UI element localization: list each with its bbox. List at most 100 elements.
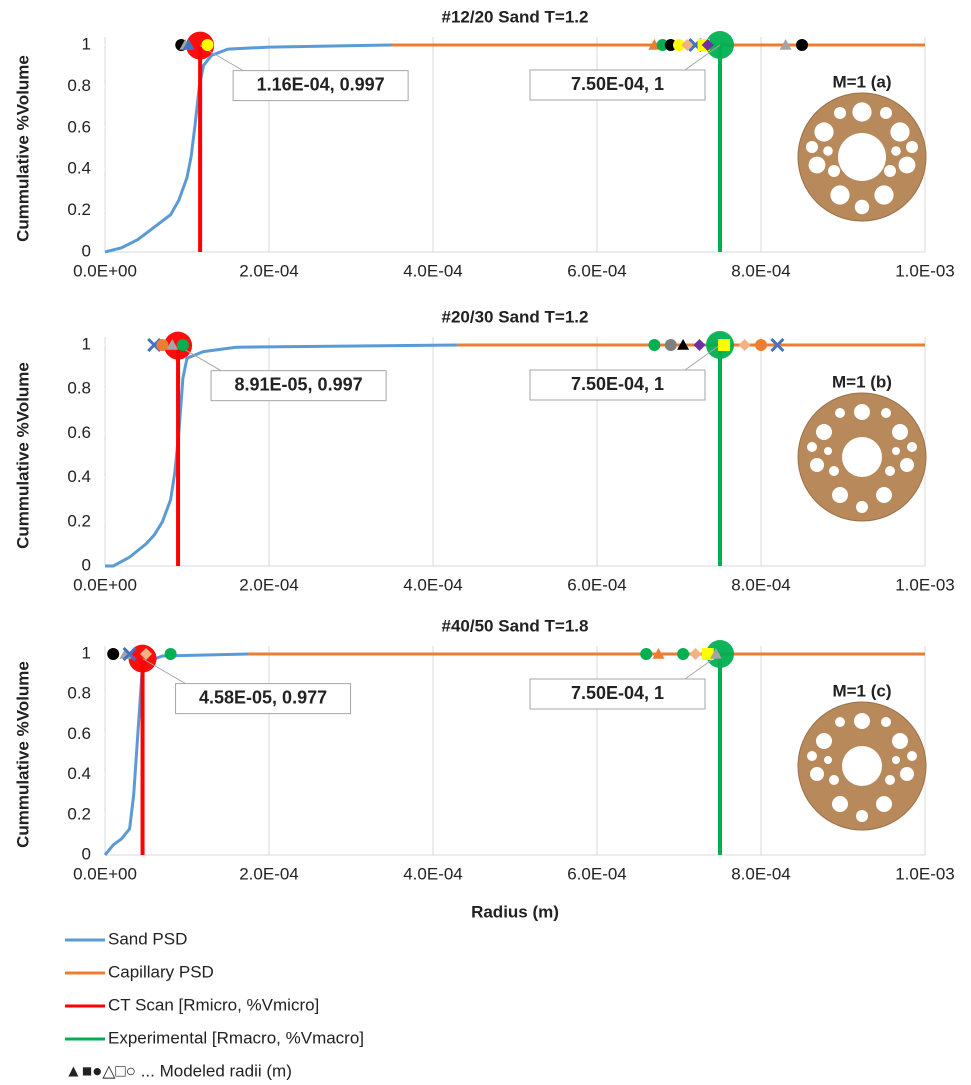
inset-label: M=1 (b) <box>832 372 892 391</box>
line <box>105 343 458 568</box>
x-tick-label: 4.0E-04 <box>403 575 463 594</box>
marker <box>664 39 677 51</box>
marker <box>107 648 120 660</box>
data-label: 1.16E-04, 0.997 <box>257 74 385 94</box>
y-tick-label: 0.8 <box>67 76 91 95</box>
y-tick-label: 0.4 <box>67 467 91 486</box>
marker <box>164 648 177 660</box>
marker <box>122 646 137 662</box>
x-tick-label: 2.0E-04 <box>239 261 299 280</box>
marker <box>652 648 665 659</box>
y-tick-label: 0.6 <box>67 117 91 136</box>
inset-label: M=1 (a) <box>832 72 891 91</box>
inset-hole <box>876 487 892 503</box>
inset-hole <box>828 165 840 177</box>
marker <box>656 39 669 51</box>
label-box <box>529 369 706 401</box>
inset-hole <box>874 185 894 205</box>
inset-hole <box>892 756 900 764</box>
inset-hole <box>891 146 901 156</box>
marker <box>677 648 690 660</box>
label-box <box>232 70 409 102</box>
inset-hole <box>810 767 824 781</box>
x-tick-label: 4.0E-04 <box>403 261 463 280</box>
y-tick-label: 0 <box>82 555 91 574</box>
x-tick-label: 8.0E-04 <box>731 261 791 280</box>
inset-hole <box>816 733 832 749</box>
inset-hole <box>854 404 870 420</box>
y-tick-label: 0.2 <box>67 804 91 823</box>
marker <box>701 648 714 660</box>
inset-hole <box>807 751 817 761</box>
y-tick-label: 0.4 <box>67 764 91 783</box>
y-tick-label: 0.2 <box>67 511 91 530</box>
inset-hole <box>816 424 832 440</box>
label-box <box>210 370 387 402</box>
data-label: 8.91E-05, 0.997 <box>235 374 363 394</box>
inset-hole <box>881 408 891 418</box>
inset-hole <box>823 146 833 156</box>
x-tick-label: 0.0E+00 <box>73 575 137 594</box>
label-box <box>175 683 352 715</box>
x-tick-label: 0.0E+00 <box>73 261 137 280</box>
marker <box>166 339 179 350</box>
inset-hole <box>852 102 872 122</box>
marker <box>648 339 661 351</box>
y-tick-label: 1 <box>82 34 91 53</box>
inset-hole <box>907 751 917 761</box>
inset-hole <box>838 133 886 181</box>
marker <box>701 39 714 51</box>
chart-title: #40/50 Sand T=1.8 <box>442 616 589 635</box>
inset-hole <box>806 141 818 153</box>
inset-hole <box>808 156 826 174</box>
data-label: 7.50E-04, 1 <box>571 74 664 94</box>
inset-hole <box>884 165 896 177</box>
inset-hole <box>824 447 832 455</box>
legend-label: CT Scan [Rmicro, %Vmicro] <box>108 995 319 1014</box>
marker <box>140 648 152 660</box>
inset-hole <box>880 107 892 119</box>
inset-hole <box>829 466 839 476</box>
legend-label: Sand PSD <box>108 929 187 948</box>
x-tick-label: 8.0E-04 <box>731 864 791 883</box>
inset-hole <box>832 796 848 812</box>
label-box <box>529 678 706 710</box>
inset-hole <box>900 767 914 781</box>
marker <box>176 339 189 351</box>
chart-title: #20/30 Sand T=1.2 <box>442 307 589 326</box>
x-tick-label: 8.0E-04 <box>731 575 791 594</box>
legend-label: Capillary PSD <box>108 962 214 981</box>
inset-hole <box>856 501 868 513</box>
inset-hole <box>835 717 845 727</box>
inset-hole <box>842 437 882 477</box>
inset-hole <box>892 447 900 455</box>
y-tick-label: 0.4 <box>67 159 91 178</box>
line <box>104 43 393 254</box>
marker <box>664 339 677 351</box>
inset-hole <box>810 458 824 472</box>
data-label: 7.50E-04, 1 <box>571 374 664 394</box>
leader-line <box>142 658 186 685</box>
inset-hole <box>842 746 882 786</box>
marker <box>796 39 808 51</box>
y-tick-label: 0.2 <box>67 200 91 219</box>
x-tick-label: 1.0E-03 <box>895 261 955 280</box>
marker <box>201 39 214 51</box>
x-tick-label: 4.0E-04 <box>403 864 463 883</box>
chart-title: #12/20 Sand T=1.2 <box>442 7 589 26</box>
marker <box>677 339 690 350</box>
y-axis-label: Cummulative %Volume <box>13 362 32 549</box>
marker <box>693 339 706 351</box>
marker <box>718 339 731 351</box>
y-tick-label: 0.8 <box>67 684 91 703</box>
marker <box>182 39 195 50</box>
x-axis-label: Radius (m) <box>471 902 559 921</box>
inset-hole <box>892 424 908 440</box>
leader-line <box>684 344 721 371</box>
inset-hole <box>906 141 918 153</box>
x-tick-label: 2.0E-04 <box>239 864 299 883</box>
marker <box>738 339 751 351</box>
y-axis-label: Cummulative %Volume <box>13 661 32 848</box>
x-tick-label: 6.0E-04 <box>567 261 627 280</box>
